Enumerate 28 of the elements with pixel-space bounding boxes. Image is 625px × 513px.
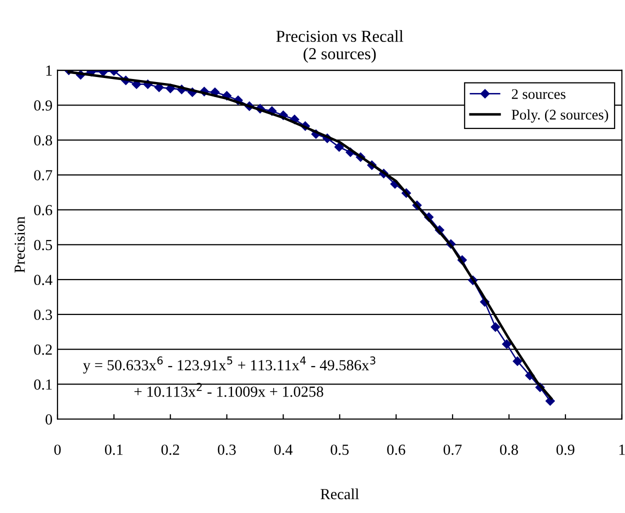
x-tick-label: 0 bbox=[54, 444, 61, 455]
x-tick-label: 0.4 bbox=[274, 444, 293, 455]
legend-label: Poly. (2 sources) bbox=[512, 109, 608, 123]
annotation: y = 50.633x$^{6}$ - 123.91x$^{5}$ + 113.11x$^{4}$ - 49.586x$^{3}$ bbox=[83, 356, 376, 374]
y-tick-label: 0.2 bbox=[34, 344, 52, 355]
x-tick-label: 0.7 bbox=[444, 444, 462, 455]
x-tick-label: 1 bbox=[619, 444, 625, 455]
x-tick-label: 0.5 bbox=[330, 444, 349, 455]
y-tick-label: 0.3 bbox=[34, 310, 52, 320]
chart-title: Precision vs Recall (2 sources) bbox=[276, 30, 404, 63]
x-tick-label: 0.3 bbox=[218, 444, 236, 455]
y-tick-label: 0.9 bbox=[34, 100, 52, 111]
y-tick-label: 1 bbox=[46, 65, 52, 76]
x-tick-label: 0.2 bbox=[161, 444, 180, 455]
y-tick-label: 0 bbox=[46, 414, 52, 425]
x-tick-label: 0.9 bbox=[556, 444, 574, 455]
y-tick-label: 0.8 bbox=[34, 135, 52, 146]
legend-label: 2 sources bbox=[512, 89, 566, 99]
y-tick-label: 0.6 bbox=[34, 204, 52, 216]
x-tick-label: 0.8 bbox=[500, 444, 518, 455]
y-tick-label: 0.5 bbox=[34, 240, 52, 250]
x-axis-title: Recall bbox=[320, 488, 359, 500]
y-axis-title: Precision bbox=[14, 216, 25, 273]
x-tick-label: 0.1 bbox=[104, 444, 123, 455]
y-tick-label: 0.7 bbox=[34, 170, 52, 180]
x-tick-label: 0.6 bbox=[387, 444, 406, 455]
y-tick-label: 0.4 bbox=[34, 274, 52, 286]
y-tick-label: 0.1 bbox=[34, 379, 52, 390]
